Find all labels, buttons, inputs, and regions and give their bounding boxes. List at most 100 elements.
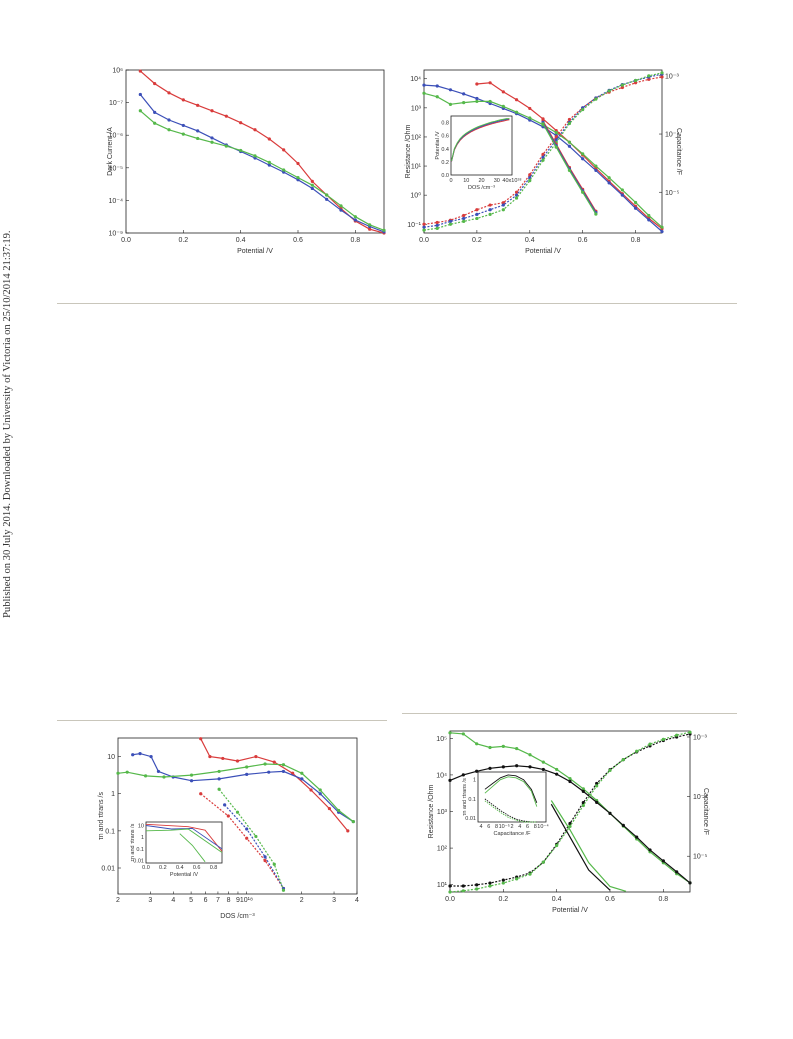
resistance-capacitance-2-y-tick-label: 10² <box>437 846 448 853</box>
resistance-capacitance-series-0-point <box>475 82 479 86</box>
resistance-capacitance-2-series-1-point <box>648 848 652 852</box>
resistance-capacitance-2-series-1-point <box>461 773 465 777</box>
resistance-capacitance-2-series-0-point <box>475 742 479 746</box>
resistance-capacitance-2-inset-frame <box>477 771 547 823</box>
resistance-capacitance-2-series-3-point <box>581 803 585 808</box>
lifetime-dos-series-2-point <box>189 773 194 777</box>
resistance-capacitance-2-y-tick-label: 10¹ <box>437 882 448 889</box>
resistance-capacitance-series-3-point <box>475 208 479 212</box>
resistance-capacitance-2-inset-x-tick-label: 10⁻⁵ <box>499 823 510 830</box>
lifetime-dos-series-4-point <box>263 855 267 859</box>
dark-current-series-0-point <box>196 103 200 107</box>
dark-current-series-1-point <box>196 129 200 133</box>
resistance-capacitance-2-series-1-point <box>635 835 639 839</box>
resistance-capacitance-x-tick-label: 0.0 <box>419 237 429 244</box>
resistance-capacitance-2-inset-y-axis-label: τn and τtrans /s <box>462 778 468 816</box>
dark-current-series-2-point <box>339 204 343 208</box>
divider-top <box>57 303 737 304</box>
resistance-capacitance-2-series-3-point <box>501 881 505 885</box>
lifetime-dos-series-2-point <box>125 770 129 774</box>
dark-current-series-0-point <box>224 114 228 118</box>
resistance-capacitance-series-3-point <box>514 190 519 194</box>
resistance-capacitance-inset-series-0 <box>451 119 510 162</box>
lifetime-dos-frame <box>117 737 358 895</box>
resistance-capacitance-series-1-point <box>475 96 479 101</box>
lifetime-dos-series-1-point <box>300 777 304 781</box>
resistance-capacitance-series-3-point <box>488 203 492 207</box>
lifetime-dos-y-tick-label: 1 <box>111 791 115 798</box>
resistance-capacitance-series-5-point <box>514 196 519 200</box>
lifetime-dos-series-2-point <box>116 771 120 775</box>
lifetime-dos-inset-y-axis-label: τn and τtrans /s <box>130 823 136 861</box>
dark-current-series-2-point <box>296 175 300 180</box>
resistance-capacitance-inset-x-tick-label: 20 <box>478 178 484 184</box>
resistance-capacitance-2-series-2-point <box>501 878 505 882</box>
lifetime-dos-inset-x-tick-label: 0.0 <box>142 865 150 871</box>
resistance-capacitance-2-series-2-point <box>448 884 452 888</box>
resistance-capacitance-series-1-point <box>462 92 466 96</box>
dark-current-series-2-point <box>368 223 372 227</box>
resistance-capacitance-2-series-2-point <box>475 883 479 887</box>
resistance-capacitance-2-series-3-point <box>515 877 519 881</box>
resistance-capacitance-series-2-point <box>607 176 611 180</box>
dark-current-series-0-point <box>153 81 157 86</box>
lifetime-dos-series-1-point <box>189 779 194 783</box>
resistance-capacitance-series-5-point <box>462 219 466 223</box>
resistance-capacitance-2-series-3-point <box>635 749 639 753</box>
lifetime-dos-series-2-point <box>245 765 249 769</box>
resistance-capacitance-2-series-0-line <box>449 732 691 884</box>
resistance-capacitance-y-tick-label: 10¹ <box>411 164 422 171</box>
lifetime-dos-series-1-point <box>267 770 271 774</box>
dark-current-series-2-point <box>253 154 257 158</box>
resistance-capacitance-2-right-y-tick-label: 10⁻⁴ <box>693 794 708 801</box>
lifetime-dos-inset-series-1 <box>145 825 223 850</box>
dark-current-series-0-point <box>181 98 185 102</box>
resistance-capacitance-2-series-3-point <box>648 742 652 746</box>
resistance-capacitance-series-1-point <box>607 181 611 185</box>
resistance-capacitance-series-3-point <box>567 117 572 122</box>
resistance-capacitance-2-series-0-point <box>541 760 545 764</box>
resistance-capacitance-series-5-point <box>581 107 585 112</box>
resistance-capacitance-series-5-point <box>475 216 479 221</box>
resistance-capacitance-2-series-1-point <box>621 823 625 828</box>
lifetime-dos-inset-frame <box>145 821 223 864</box>
resistance-capacitance-series-0-point <box>528 106 532 111</box>
resistance-capacitance-series-5-point <box>633 78 638 83</box>
resistance-capacitance-series-4-point <box>448 219 453 223</box>
resistance-capacitance-2-x-axis-label: Potential /V <box>552 907 588 914</box>
lifetime-dos-inset-x-tick-label: 0.6 <box>193 865 201 871</box>
resistance-capacitance-2-inset-x-tick-label: 8 <box>495 824 498 830</box>
resistance-capacitance-series-2-point <box>581 152 585 156</box>
resistance-capacitance-inset-y-tick-label: 0.0 <box>441 173 449 179</box>
resistance-capacitance-series-5-point <box>528 179 532 183</box>
resistance-capacitance-series-5-point <box>435 226 439 230</box>
lifetime-dos-inset-x-tick-label: 0.4 <box>176 865 184 871</box>
lifetime-dos-series-0-point <box>291 771 295 775</box>
resistance-capacitance-series-4-point <box>514 193 519 197</box>
resistance-capacitance-2-series-0-point <box>515 746 519 751</box>
dark-current-x-tick-label: 0.4 <box>236 237 246 244</box>
lifetime-dos-inset-y-tick-label: 10 <box>138 824 144 830</box>
dark-current-series-1-line <box>139 94 385 233</box>
dark-current-series-2-point <box>138 109 142 113</box>
lifetime-dos-inset-y-tick-label: 1 <box>141 835 144 841</box>
resistance-capacitance-series-5-point <box>607 89 611 93</box>
resistance-capacitance-series-2-point <box>448 102 453 106</box>
lifetime-dos-series-0-point <box>208 754 212 759</box>
resistance-capacitance-inset-y-tick-label: 0.4 <box>441 147 449 153</box>
resistance-capacitance-series-5-point <box>647 74 651 78</box>
resistance-capacitance-x-tick-label: 0.4 <box>525 237 535 244</box>
resistance-capacitance-2-series-3-point <box>475 887 479 891</box>
lifetime-dos-series-4-line <box>224 804 285 889</box>
dark-current-y-axis-label: Dark Current /A <box>107 127 114 176</box>
resistance-capacitance-2-series-3-point <box>461 889 465 893</box>
dark-current-series-1-point <box>181 123 185 128</box>
lifetime-dos-series-3-point <box>226 814 230 818</box>
dark-current-series-2-point <box>210 140 214 144</box>
lifetime-dos-series-1-point <box>217 777 221 781</box>
dark-current-series-2-point <box>310 183 314 187</box>
lifetime-dos-inset-series-0 <box>145 823 223 852</box>
